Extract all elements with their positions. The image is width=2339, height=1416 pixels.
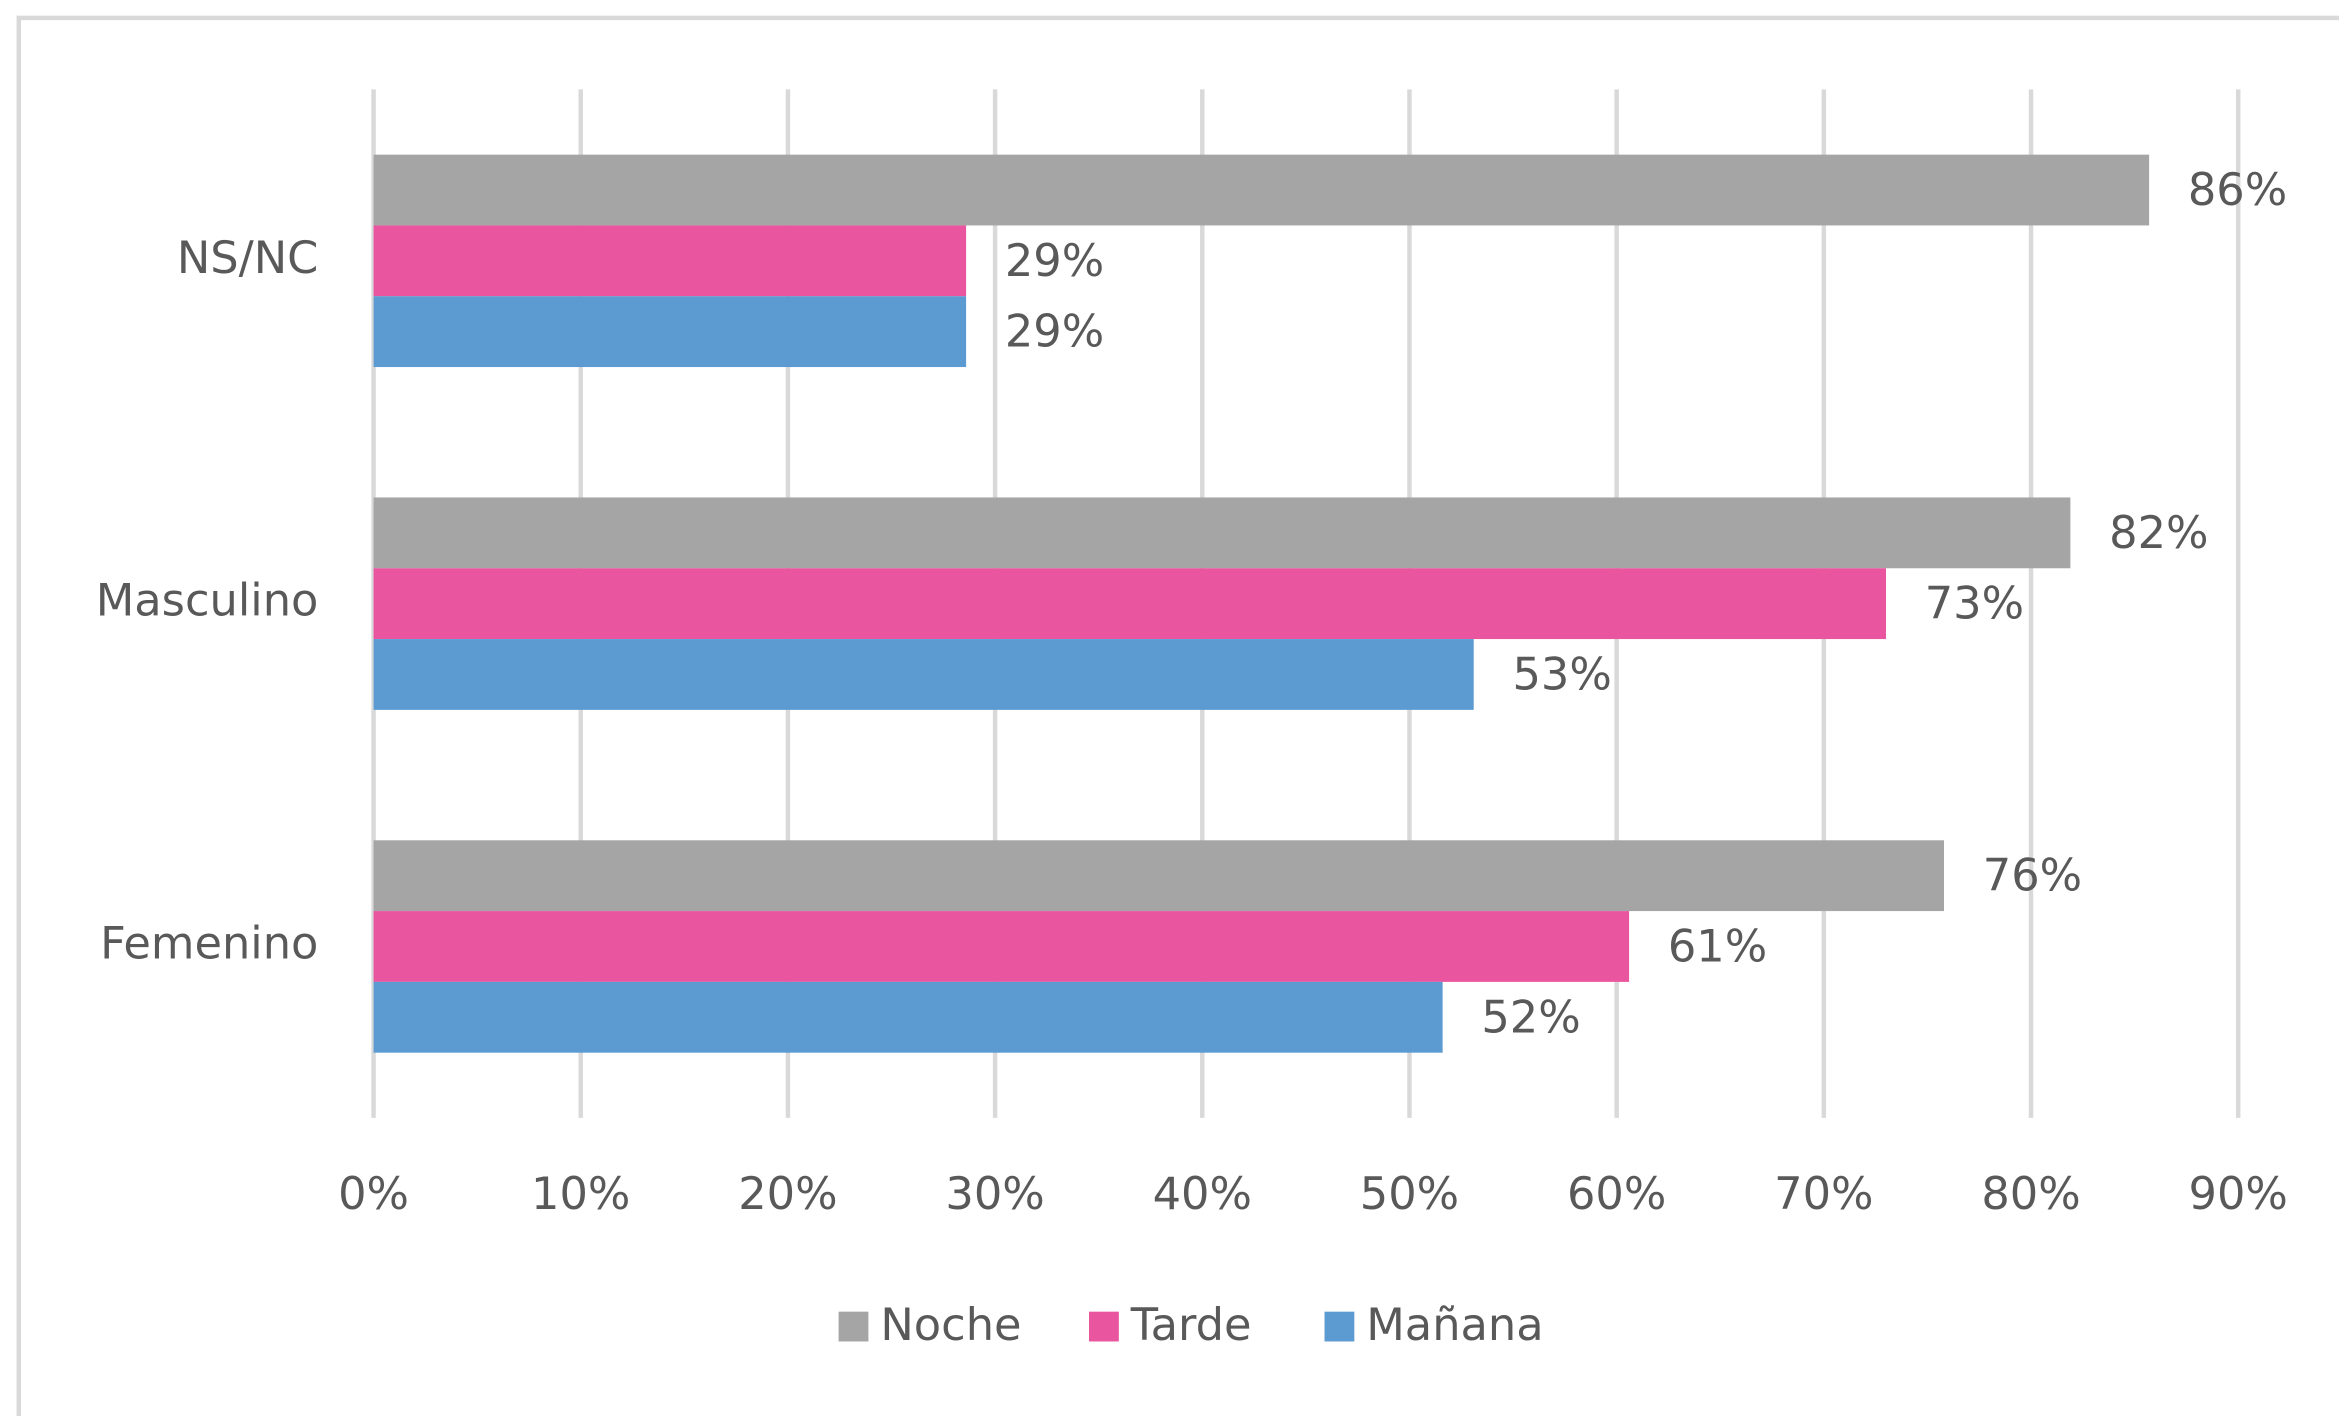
bar: [373, 981, 1443, 1053]
x-tick-label: 80%: [1981, 1167, 2080, 1220]
bar: [373, 568, 1886, 640]
legend-swatch: [1089, 1311, 1119, 1342]
x-tick-label: 10%: [531, 1167, 630, 1220]
legend-label: Mañana: [1366, 1298, 1543, 1351]
bar: [373, 497, 2071, 569]
x-tick-label: 30%: [945, 1167, 1044, 1220]
x-tick-label: 60%: [1567, 1167, 1666, 1220]
bar: [373, 225, 967, 297]
data-label: 73%: [1925, 577, 2024, 630]
bar: [373, 639, 1474, 710]
data-label: 29%: [1005, 234, 1104, 287]
x-tick-label: 40%: [1153, 1167, 1252, 1220]
data-label: 76%: [1983, 849, 2082, 902]
legend-swatch: [1324, 1311, 1355, 1342]
x-tick-label: 90%: [2189, 1167, 2288, 1220]
legend-label: Noche: [880, 1298, 1021, 1351]
y-tick-label: Masculino: [96, 574, 319, 627]
bar: [373, 154, 2150, 226]
legend-label: Tarde: [1130, 1298, 1252, 1351]
x-tick-label: 0%: [338, 1167, 409, 1220]
y-tick-label: NS/NC: [177, 231, 319, 284]
x-tick-label: 20%: [738, 1167, 837, 1220]
data-label: 82%: [2109, 506, 2208, 559]
data-label: 61%: [1668, 919, 1767, 972]
bar: [373, 296, 967, 368]
bar: [373, 840, 1945, 912]
data-label: 53%: [1512, 647, 1611, 700]
data-label: 52%: [1481, 990, 1580, 1043]
x-tick-label: 50%: [1360, 1167, 1459, 1220]
x-tick-label: 70%: [1774, 1167, 1873, 1220]
data-label: 86%: [2188, 163, 2287, 216]
legend-swatch: [838, 1311, 869, 1342]
y-tick-label: Femenino: [100, 916, 318, 969]
bar: [373, 911, 1630, 982]
data-label: 29%: [1005, 305, 1104, 358]
